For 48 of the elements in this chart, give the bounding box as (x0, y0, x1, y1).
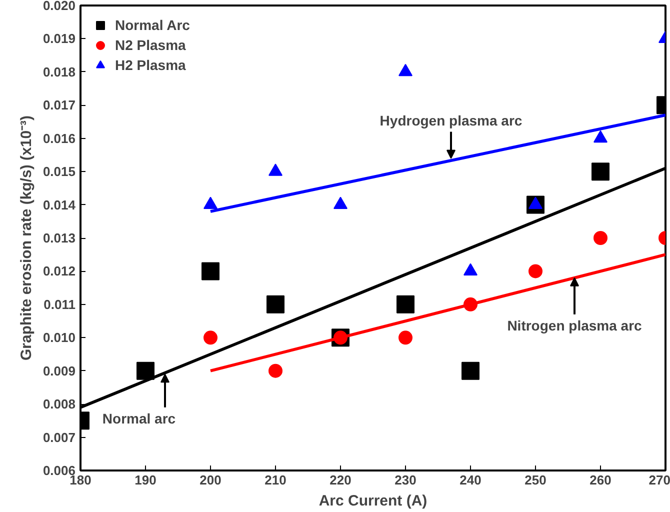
y-tick-label: 0.011 (44, 296, 76, 312)
point (592, 162, 610, 181)
point (268, 164, 282, 176)
point (204, 330, 218, 345)
point (528, 264, 542, 278)
legend-label: H2 Plasma (115, 57, 186, 73)
x-axis-title: Arc Current (A) (318, 492, 428, 510)
annotation: Hydrogen plasma arc (380, 112, 522, 128)
y-tick-label: 0.014 (42, 197, 76, 212)
point (396, 295, 414, 314)
y-tick-label: 0.009 (42, 363, 76, 378)
point (594, 231, 608, 245)
y-tick-label: 0.013 (42, 230, 76, 246)
point (202, 262, 220, 280)
y-tick-label: 0.017 (42, 98, 76, 113)
point (398, 330, 412, 345)
x-tick-label: 190 (134, 472, 156, 488)
point (268, 364, 282, 378)
x-tick-label: 210 (264, 472, 286, 488)
legend-label: Normal Arc (115, 17, 190, 33)
point (398, 64, 412, 76)
x-tick-label: 250 (524, 472, 546, 488)
y-tick-label: 0.012 (42, 264, 76, 279)
x-tick-label: 230 (394, 472, 416, 488)
point (136, 362, 154, 380)
y-tick-label: 0.010 (42, 330, 76, 346)
y-tick-label: 0.018 (42, 64, 76, 80)
annotation: Normal arc (102, 410, 176, 427)
y-tick-label: 0.008 (42, 396, 76, 412)
point (204, 196, 218, 210)
y-tick-label: 0.016 (42, 130, 76, 146)
point (462, 362, 480, 380)
y-axis-title: Graphite erosion rate (kg/s) (x10⁻³) (18, 115, 35, 361)
x-tick-label: 220 (330, 472, 352, 488)
legend-label: N2 Plasma (115, 37, 186, 53)
x-tick-label: 200 (200, 472, 222, 488)
point (334, 196, 348, 210)
y-tick-label: 0.015 (42, 164, 76, 180)
y-tick-label: 0.019 (42, 31, 76, 46)
x-tick-label: 240 (460, 472, 482, 488)
annotation: Nitrogen plasma arc (507, 318, 642, 334)
point (266, 295, 284, 314)
y-tick-label: 0.020 (42, 0, 76, 13)
point (464, 263, 478, 276)
x-tick-label: 260 (590, 472, 612, 488)
x-tick-label: 270 (648, 472, 670, 488)
y-tick-label: 0.007 (42, 430, 76, 445)
point (594, 130, 608, 143)
